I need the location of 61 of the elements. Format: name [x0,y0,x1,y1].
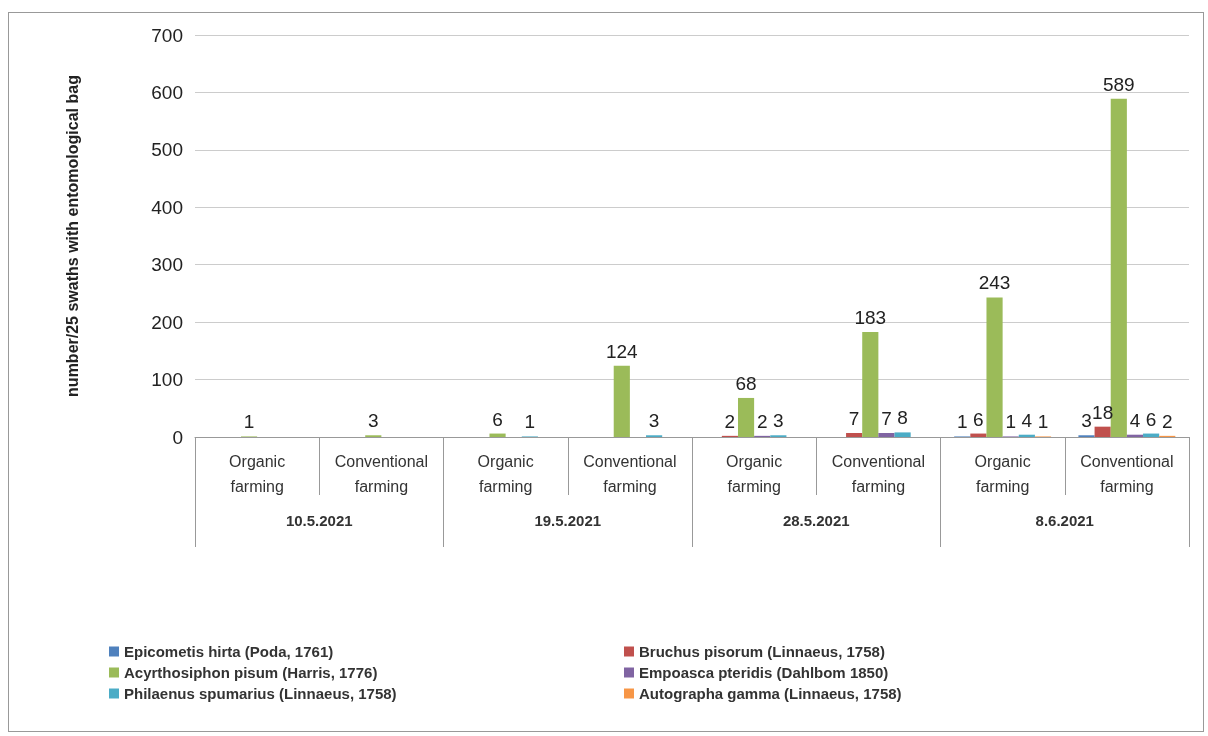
data-label: 7 [848,407,860,429]
data-label: 6 [492,408,503,430]
bar [1094,426,1111,437]
data-label: 1 [956,411,968,433]
bar [894,432,911,437]
data-label: 243 [978,272,1011,294]
text: 10.5.2021 [285,512,353,529]
x-tick-label: Organic farming [229,453,286,495]
data-label: 8 [897,407,908,429]
data-label: 4 [1129,409,1141,431]
y-tick-label: 0 [172,426,183,448]
text: 8.6.2021 [1035,512,1094,529]
y-tick-label: 100 [151,369,183,391]
x-tick-label: Conventional farming [583,453,677,495]
bar [489,433,506,437]
text: 19.5.2021 [534,512,602,529]
bar [737,397,755,437]
bar [878,432,895,437]
x-tick-label: Organic farming [477,453,534,495]
data-label: 1 [524,411,536,433]
data-label: 1 [1005,411,1016,433]
y-tick-label: 400 [151,196,183,218]
legend-label: Empoasca pteridis (Dahlbom 1850) [639,664,889,681]
bar [862,331,879,437]
data-label: 6 [973,408,984,430]
data-label: 3 [368,410,379,432]
data-label: 68 [735,372,757,394]
data-label: 2 [1161,410,1173,432]
y-tick-label: 700 [151,24,183,46]
y-tick-label: 500 [151,139,183,161]
y-tick-label: 300 [151,254,183,276]
data-label: 183 [854,306,887,328]
data-label: 3 [648,410,660,432]
x-tick-label: Conventional farming [1080,453,1174,495]
data-label: 589 [1102,73,1135,95]
legend-label: Bruchus pisorum (Linnaeus, 1758) [639,643,885,660]
data-label: 6 [1145,408,1157,430]
legend-label: Epicometis hirta (Poda, 1761) [124,643,334,660]
legend-label: Autographa gamma (Linnaeus, 1758) [639,685,902,702]
y-axis-title: number/25 swaths with entomological bag [63,75,81,397]
y-tick-label: 200 [151,311,183,333]
x-tick-label: Organic farming [726,453,783,495]
data-label: 3 [1081,410,1092,432]
data-label: 3 [773,410,784,432]
legend-label: Philaenus spumarius (Linnaeus, 1758) [124,685,397,702]
x-tick-label: Conventional farming [334,453,429,495]
bar [613,365,630,437]
data-label: 124 [605,340,639,362]
x-tick-label: Conventional farming [831,453,926,495]
bar [846,432,863,437]
data-label: 4 [1021,409,1033,431]
y-tick-label: 600 [151,81,183,103]
data-label: 1 [243,411,255,433]
data-label: 7 [881,407,892,429]
data-label: 1 [1037,411,1049,433]
bar [986,297,1003,437]
text: 28.5.2021 [782,512,850,529]
x-tick-label: Organic farming [974,453,1031,495]
data-label: 2 [724,410,736,432]
data-label: 2 [756,410,768,432]
legend-label: Acyrthosiphon pisum (Harris, 1776) [124,664,378,681]
